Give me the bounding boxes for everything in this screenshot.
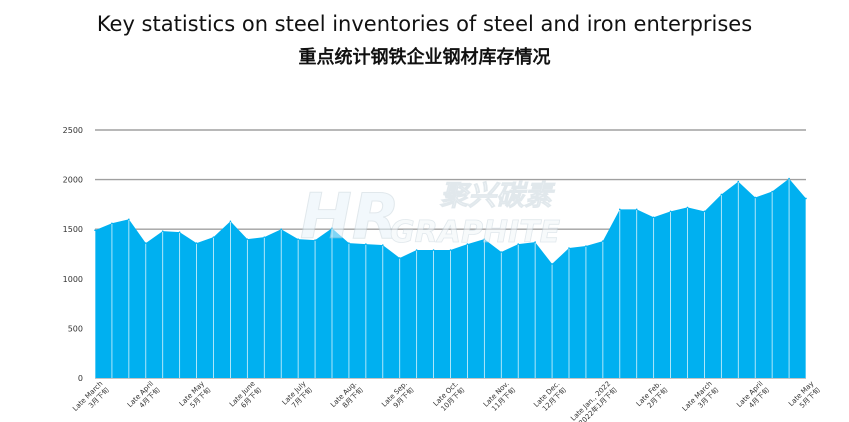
data-point <box>432 249 435 251</box>
data-point <box>94 229 96 231</box>
data-point <box>280 228 283 230</box>
watermark-name-en: GRAPHITE <box>390 215 561 250</box>
data-point <box>602 240 604 242</box>
data-point <box>771 190 773 193</box>
y-tick-label: 500 <box>68 324 83 333</box>
data-point <box>551 263 553 265</box>
x-tick-label: Late Oct.10月下旬 <box>432 380 467 413</box>
data-point <box>568 247 570 249</box>
y-tick-label: 0 <box>78 374 83 383</box>
watermark-name-zh: 聚兴碳素 <box>439 179 556 212</box>
y-tick-label: 2500 <box>63 126 83 135</box>
data-point <box>128 218 130 221</box>
area-series <box>94 177 807 378</box>
chart-subtitle: 重点统计钢铁企业钢材库存情况 <box>298 47 551 68</box>
data-point <box>178 231 181 233</box>
y-tick-label: 1500 <box>63 225 83 234</box>
data-point <box>720 193 723 196</box>
data-point <box>483 238 486 240</box>
y-axis-ticks: 0 500 1000 1500 2000 2500 <box>63 126 83 383</box>
data-point <box>263 236 266 238</box>
data-point <box>703 210 706 213</box>
x-tick-label: Late Feb.2月下旬 <box>635 380 670 410</box>
x-tick-label: Late Aug.8月下旬 <box>329 380 365 410</box>
data-point <box>534 241 536 243</box>
data-point <box>415 249 418 251</box>
data-point <box>144 242 147 244</box>
data-point <box>331 227 333 230</box>
data-point <box>348 242 350 244</box>
data-point <box>686 206 689 209</box>
data-point <box>635 208 638 211</box>
data-point <box>618 208 621 211</box>
data-point <box>466 243 469 245</box>
data-point <box>314 239 316 241</box>
data-point <box>297 238 299 240</box>
data-point <box>365 243 367 245</box>
data-point <box>517 243 520 245</box>
x-tick-label: Late Nov.11月下旬 <box>482 380 517 413</box>
data-point <box>449 249 452 251</box>
data-point <box>754 196 757 199</box>
data-point <box>585 245 587 247</box>
data-point <box>161 230 164 232</box>
y-tick-label: 2000 <box>63 176 83 185</box>
data-point <box>788 177 790 180</box>
data-point <box>246 238 249 240</box>
y-tick-label: 1000 <box>63 275 83 284</box>
data-point <box>652 216 655 219</box>
watermark-logo-hr: HR <box>300 180 400 253</box>
data-point <box>500 251 503 253</box>
data-point <box>212 236 215 238</box>
data-point <box>195 242 198 244</box>
data-point <box>669 210 672 213</box>
data-point <box>381 244 384 246</box>
chart-title: Key statistics on steel inventories of s… <box>96 12 753 36</box>
data-point <box>737 180 740 183</box>
x-tick-label: Late Sep.9月下旬 <box>380 380 415 410</box>
watermark-logo: HR 聚兴碳素 GRAPHITE <box>300 179 562 254</box>
x-tick-label: Late Dec.12月下旬 <box>532 380 568 413</box>
data-point <box>398 257 401 259</box>
data-point <box>229 220 232 223</box>
data-point <box>111 222 113 225</box>
data-point <box>805 197 807 200</box>
